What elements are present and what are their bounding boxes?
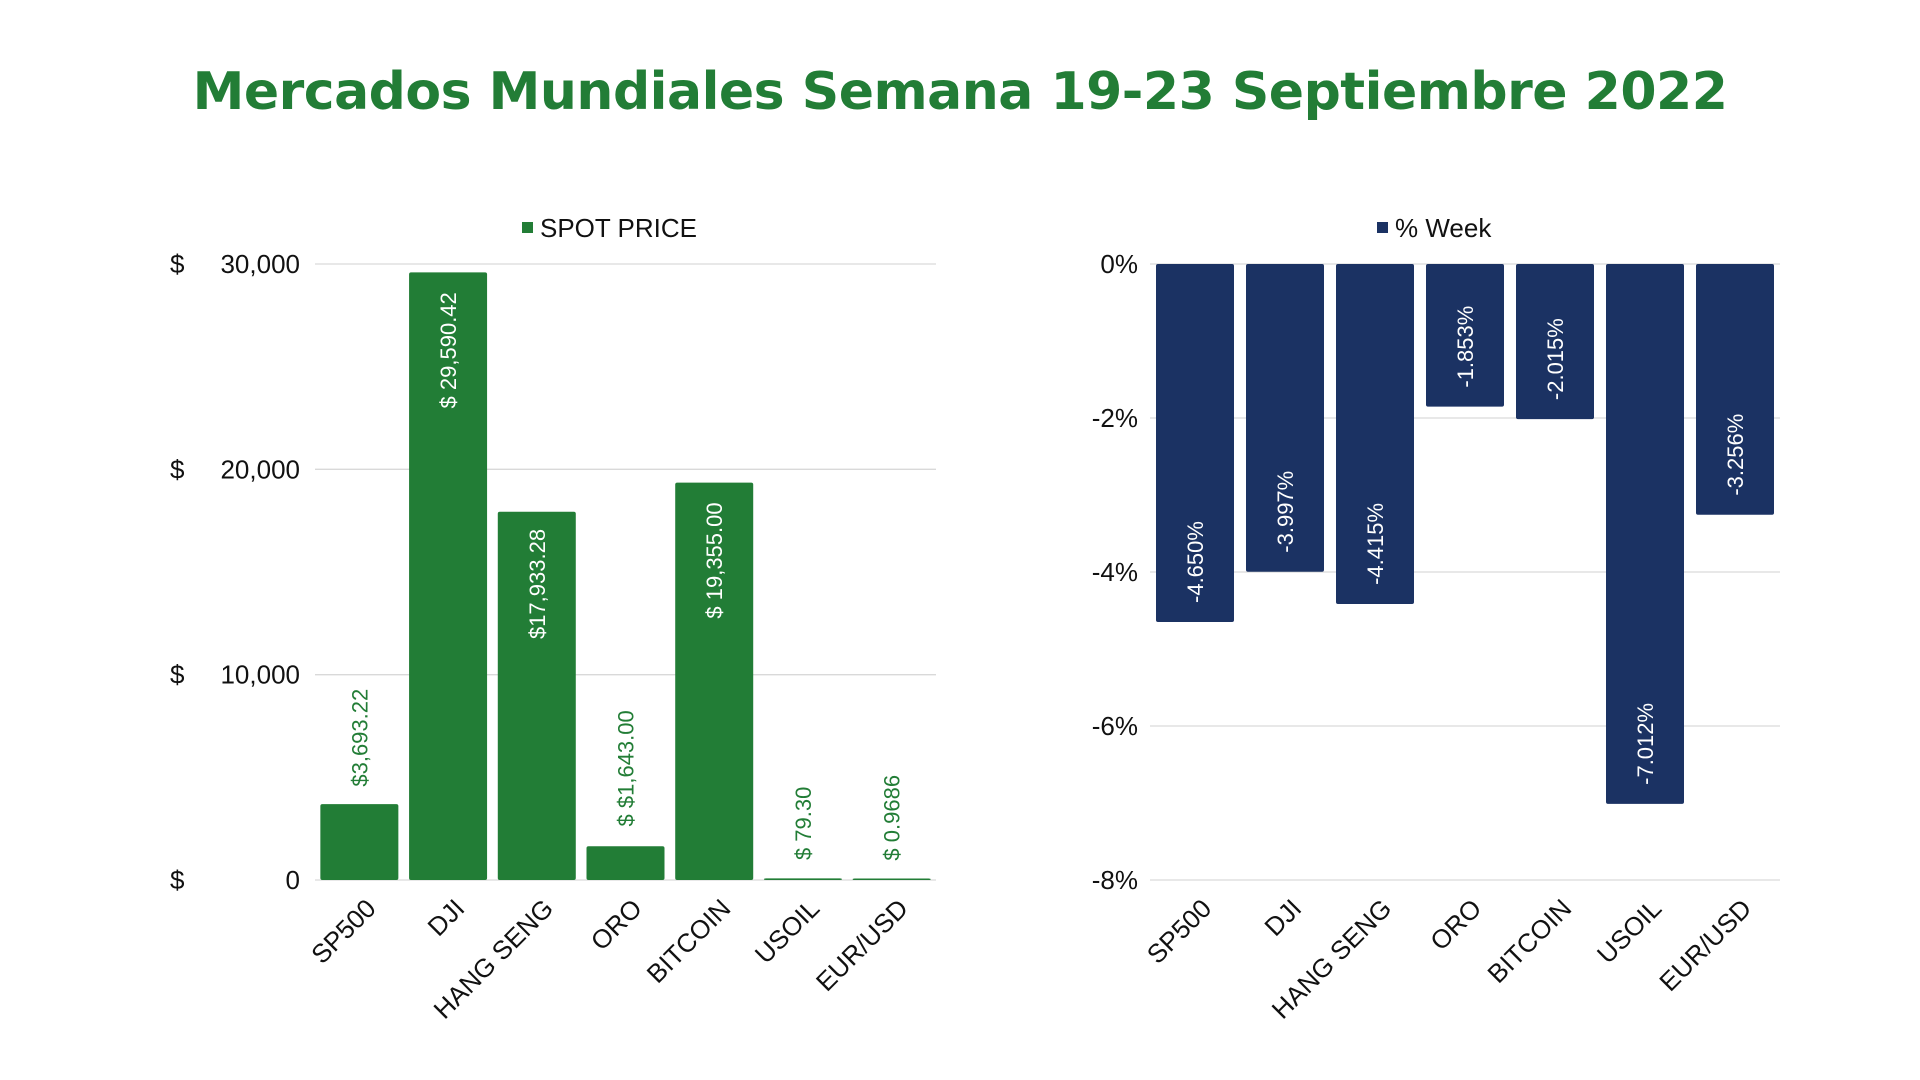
data-label: $ 29,590.42: [436, 292, 461, 408]
bar: [586, 846, 665, 880]
data-label: $ 79.30: [791, 787, 816, 860]
bar: [1336, 264, 1414, 604]
y-tick-label: 10,000: [220, 660, 300, 690]
y-tick-currency: $: [170, 454, 185, 484]
bar: [763, 878, 842, 880]
data-label: -2.015%: [1543, 318, 1568, 400]
bar: [497, 511, 576, 880]
legend-swatch: [522, 222, 533, 233]
y-tick-label: 0: [286, 865, 300, 895]
bar: [409, 272, 488, 880]
legend-label: % Week: [1395, 213, 1492, 243]
data-label: -7.012%: [1633, 703, 1658, 785]
y-tick-currency: $: [170, 660, 185, 690]
y-tick-label: -8%: [1092, 865, 1138, 895]
bar: [1426, 264, 1504, 407]
legend-label: SPOT PRICE: [540, 213, 697, 243]
x-tick-label: SP500: [1141, 893, 1217, 969]
y-tick-label: 30,000: [220, 249, 300, 279]
data-label: -3.256%: [1723, 414, 1748, 496]
y-tick-label: -2%: [1092, 403, 1138, 433]
y-tick-label: 0%: [1100, 249, 1138, 279]
bar: [1156, 264, 1234, 623]
x-tick-label: USOIL: [1591, 893, 1667, 969]
x-tick-label: EUR/USD: [1653, 893, 1757, 997]
data-label: $ $1,643.00: [614, 710, 639, 826]
y-tick-currency: $: [170, 865, 185, 895]
data-label: $ 19,355.00: [702, 502, 727, 618]
legend-swatch: [1377, 222, 1388, 233]
x-tick-label: BITCOIN: [641, 893, 737, 989]
data-label: -3.997%: [1273, 471, 1298, 553]
bar: [675, 482, 754, 880]
x-tick-label: ORO: [585, 893, 648, 956]
bar: [852, 878, 931, 880]
data-label: -4.650%: [1183, 521, 1208, 603]
page-title: Mercados Mundiales Semana 19-23 Septiemb…: [192, 62, 1728, 122]
bar: [1246, 264, 1324, 572]
data-label: $ 0.9686: [880, 775, 905, 861]
y-tick-currency: $: [170, 249, 185, 279]
x-tick-label: SP500: [305, 893, 381, 969]
data-label: -1.853%: [1453, 306, 1478, 388]
data-label: $17,933.28: [525, 529, 550, 639]
x-tick-label: EUR/USD: [810, 893, 914, 997]
bar: [1516, 264, 1594, 420]
x-tick-label: DJI: [422, 893, 471, 942]
x-tick-label: BITCOIN: [1481, 893, 1577, 989]
spot-price-chart: $0 $ 10,000 $ 20,000 $ 30,000 SPOT PRICE $3,693.…: [170, 213, 936, 1025]
y-tick-label: -6%: [1092, 711, 1138, 741]
y-tick-label: 20,000: [220, 454, 300, 484]
bar: [320, 804, 399, 880]
data-label: $3,693.22: [347, 689, 372, 787]
bar: [1696, 264, 1774, 515]
x-tick-label: USOIL: [749, 893, 825, 969]
y-tick-label: -4%: [1092, 557, 1138, 587]
x-tick-label: ORO: [1424, 893, 1487, 956]
x-tick-label: DJI: [1258, 893, 1307, 942]
data-label: -4.415%: [1363, 503, 1388, 585]
percent-week-chart: 0% -2% -4% -6% -8% % Week -4.650% SP500 -3.997% D…: [1092, 213, 1780, 1025]
bar: [1606, 264, 1684, 804]
